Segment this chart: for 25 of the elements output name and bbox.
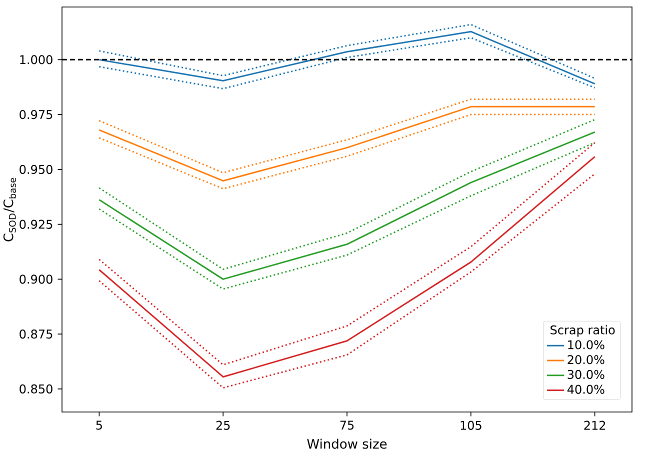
x-tick-label: 105 (460, 420, 482, 430)
y-axis-title: C$_{SOD}$/C$_{base}$ (3, 178, 16, 242)
x-tick-label: 75 (340, 420, 354, 430)
line-series (98, 98, 596, 174)
line-series (98, 106, 596, 182)
x-tick-label: 25 (216, 420, 230, 430)
x-tick-label: 212 (584, 420, 606, 430)
line-series (98, 36, 596, 90)
x-tick-label: 5 (96, 420, 102, 430)
y-tick-label: 0.925 (20, 220, 52, 229)
y-tick-label: 0.875 (20, 330, 52, 339)
y-tick-label: 0.850 (20, 384, 52, 394)
line-series (98, 114, 596, 190)
legend-label: 30.0% (568, 370, 604, 380)
y-tick-label: 1.000 (20, 55, 52, 64)
legend-title: Scrap ratio (550, 325, 615, 337)
y-tick-label: 0.900 (20, 274, 52, 284)
legend-label: 20.0% (568, 355, 604, 364)
y-tick-label: 0.950 (20, 164, 52, 174)
y-tick-label: 0.975 (20, 110, 52, 120)
legend-label: 40.0% (567, 384, 604, 394)
legend-label: 10.0% (568, 340, 604, 350)
line-series (98, 30, 596, 85)
line-series (98, 24, 596, 80)
x-axis-title: Window size (307, 438, 387, 449)
